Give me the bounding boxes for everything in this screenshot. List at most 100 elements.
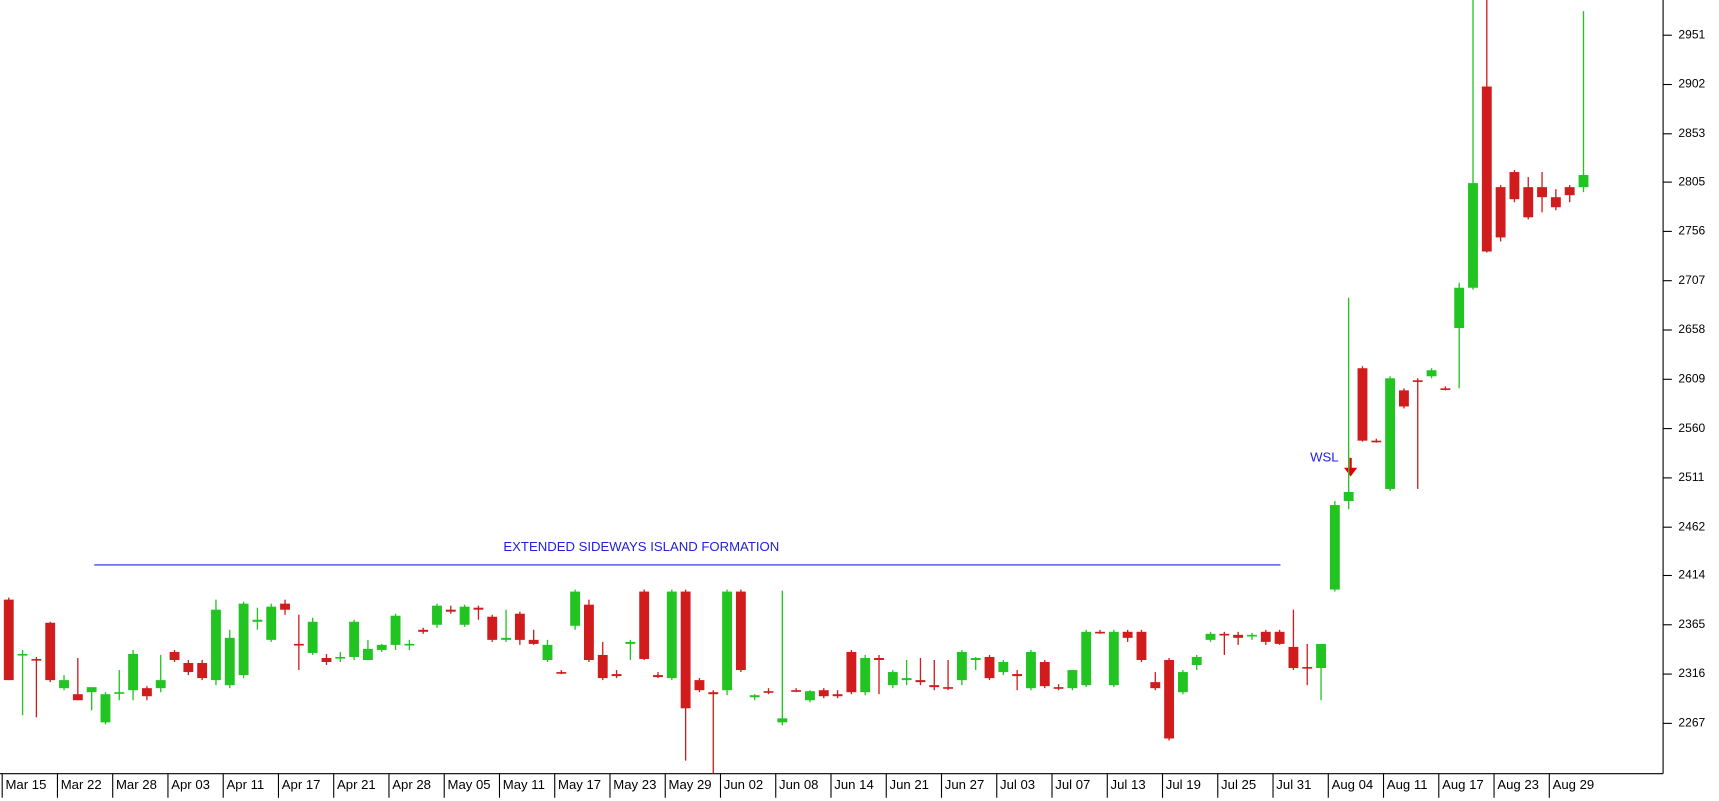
candle-body xyxy=(114,692,125,694)
candle-body xyxy=(1191,656,1202,666)
candle-body xyxy=(335,656,346,659)
candle-body xyxy=(266,606,277,640)
x-tick-label: Jul 03 xyxy=(1000,777,1035,792)
candle-body xyxy=(1247,634,1257,637)
candle-body xyxy=(418,629,429,632)
y-tick-label: 2707 xyxy=(1678,273,1705,287)
candle-body xyxy=(653,675,663,678)
candle-body xyxy=(625,641,636,644)
y-tick-label: 2462 xyxy=(1678,519,1705,533)
candle-body xyxy=(970,657,981,660)
candle-body xyxy=(874,657,884,660)
candle-body xyxy=(45,622,56,681)
candle-body xyxy=(293,643,304,646)
candle-body xyxy=(404,643,415,646)
y-tick-label: 2609 xyxy=(1678,371,1705,385)
candle-body xyxy=(155,680,166,689)
y-tick-label: 2414 xyxy=(1678,568,1705,582)
candle-body xyxy=(1053,687,1064,689)
x-tick-label: May 11 xyxy=(503,777,545,792)
candle-body xyxy=(680,591,691,709)
candle-body xyxy=(1136,631,1147,660)
candle-body xyxy=(1164,659,1175,739)
candle-body xyxy=(915,680,926,683)
x-tick-label: Jul 31 xyxy=(1276,777,1311,792)
candle-body xyxy=(390,615,401,645)
x-tick-label: Aug 04 xyxy=(1332,777,1374,792)
candle-body xyxy=(501,637,511,640)
candle-body xyxy=(362,648,373,660)
candle-body xyxy=(1454,287,1465,328)
candle-body xyxy=(280,603,290,610)
x-tick-label: Apr 28 xyxy=(392,777,431,792)
candle-body xyxy=(349,621,360,657)
candle-body xyxy=(666,591,677,679)
candle-body xyxy=(445,609,456,612)
x-tick-label: Jun 08 xyxy=(779,777,818,792)
y-tick-label: 2511 xyxy=(1678,470,1704,484)
candle-body xyxy=(459,606,470,625)
candle-body xyxy=(321,657,332,663)
x-tick-label: Aug 29 xyxy=(1553,777,1595,792)
candle-body xyxy=(100,694,111,723)
candle-body xyxy=(238,603,249,676)
y-tick-label: 2658 xyxy=(1678,322,1705,336)
candle-body xyxy=(583,604,594,660)
candle-body xyxy=(1468,183,1478,288)
x-tick-label: Jun 27 xyxy=(945,777,984,792)
candle-body xyxy=(1177,672,1188,693)
candle-body xyxy=(1343,491,1354,502)
candle-body xyxy=(1233,634,1244,638)
candle-body xyxy=(998,662,1009,673)
annotation-text: WSL xyxy=(1310,449,1338,464)
candle-body xyxy=(72,694,83,701)
candle-body xyxy=(1426,370,1437,377)
x-tick-label: May 05 xyxy=(448,777,491,792)
candle-body xyxy=(1026,651,1036,689)
candle-body xyxy=(1316,643,1326,669)
candle-body xyxy=(735,591,746,671)
candle-body xyxy=(846,651,857,693)
candle-body xyxy=(901,678,912,681)
candle-body xyxy=(1288,646,1299,669)
annotation-text: EXTENDED SIDEWAYS ISLAND FORMATION xyxy=(503,539,779,554)
x-tick-label: Mar 15 xyxy=(5,777,46,792)
candle-body xyxy=(818,690,829,697)
y-tick-label: 2756 xyxy=(1678,224,1705,238)
candle-body xyxy=(1481,86,1492,252)
x-tick-label: Jun 21 xyxy=(890,777,929,792)
candle-body xyxy=(1523,187,1534,218)
candle-body xyxy=(3,599,14,681)
candle-body xyxy=(1095,631,1105,634)
x-tick-label: Aug 17 xyxy=(1442,777,1484,792)
candle-body xyxy=(1357,368,1368,441)
candle-body xyxy=(169,651,180,660)
y-tick-label: 2267 xyxy=(1678,716,1705,730)
candle-body xyxy=(1440,388,1451,390)
candle-body xyxy=(86,687,97,693)
y-tick-label: 2560 xyxy=(1678,421,1705,435)
candle-body xyxy=(1012,674,1023,677)
candle-body xyxy=(791,690,802,692)
x-tick-label: Apr 17 xyxy=(282,777,321,792)
candle-body xyxy=(128,653,139,691)
candle-body xyxy=(17,653,28,656)
y-tick-label: 2805 xyxy=(1678,174,1705,188)
candle-body xyxy=(211,609,221,681)
candle-body xyxy=(805,691,815,701)
candle-body xyxy=(597,654,608,679)
candle-body xyxy=(832,694,843,697)
candle-body xyxy=(542,644,553,660)
candle-body xyxy=(514,613,525,640)
candle-body xyxy=(708,692,719,695)
candle-body xyxy=(777,718,788,723)
candle-body xyxy=(1081,631,1092,686)
candle-body xyxy=(1398,390,1409,407)
candle-body xyxy=(224,637,235,686)
candle-body xyxy=(929,685,940,688)
candle-body xyxy=(1205,633,1216,640)
candle-body xyxy=(1108,631,1119,686)
candle-body xyxy=(943,687,954,689)
candle-body xyxy=(1578,175,1589,188)
candle-body xyxy=(1385,378,1396,489)
